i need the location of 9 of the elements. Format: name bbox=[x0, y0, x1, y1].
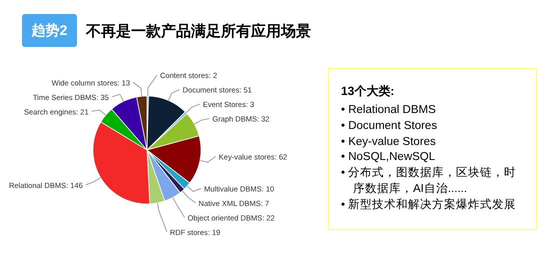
text: 13个大类: bbox=[341, 83, 396, 100]
text: • Relational DBMS bbox=[341, 103, 437, 118]
text: • 新型技术和解决方案爆炸式发展 bbox=[341, 198, 518, 213]
text: • NoSQL,NewSQL bbox=[341, 150, 436, 166]
text: • Key-value Stores bbox=[341, 134, 437, 150]
chart-title: 不再是一款产品满足所有应用场景 bbox=[86, 22, 311, 41]
text: • Document Stores bbox=[341, 118, 438, 134]
text: 趋势2 bbox=[22, 14, 77, 47]
text: • 分布式，图数据库，区块链，时序数据库，AI自治...... bbox=[341, 166, 518, 197]
